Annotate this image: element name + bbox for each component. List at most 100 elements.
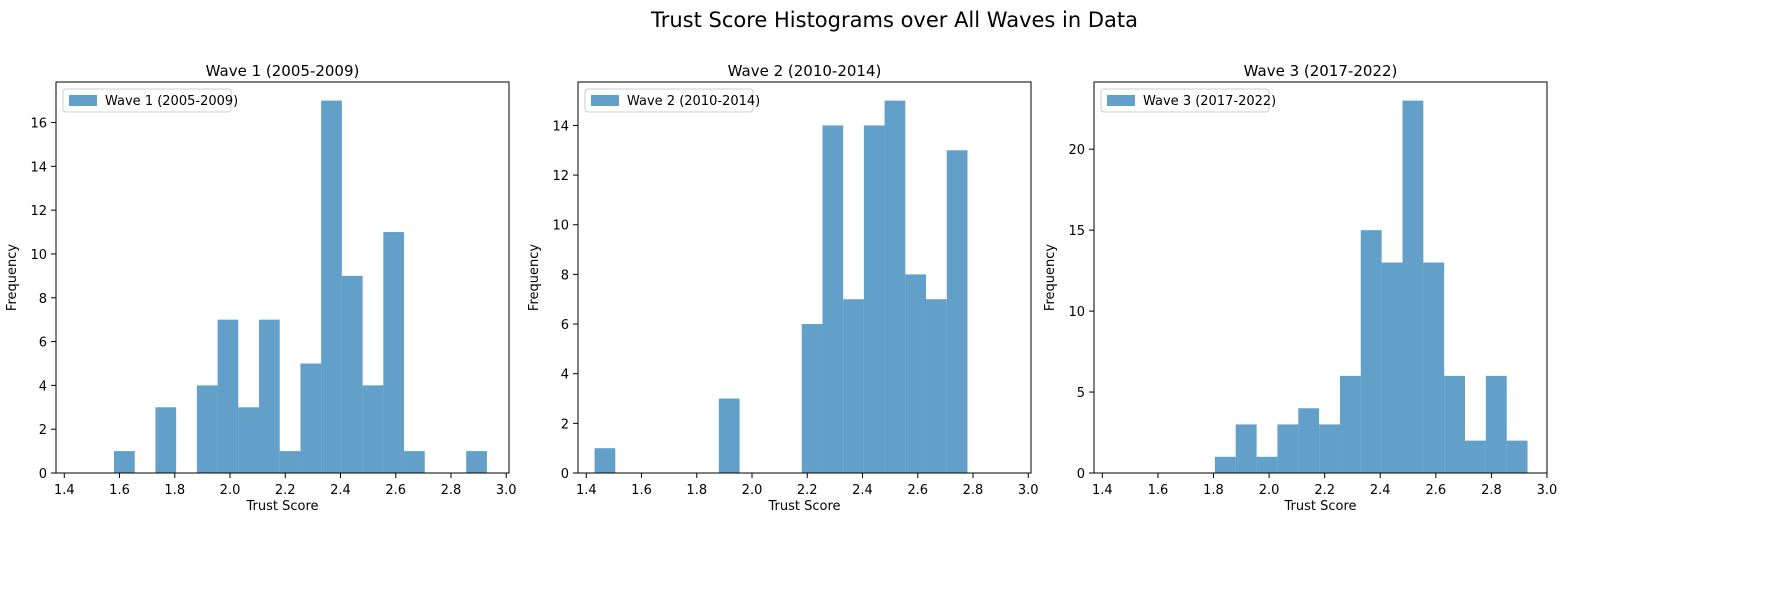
- x-axis-ticks: 1.4 1.6 1.8 2.0 2.2 2.4 2.6 2.8 3.0: [576, 473, 1039, 498]
- x-axis-ticks: 1.4 1.6 1.8 2.0 2.2 2.4 2.6 2.8 3.0: [1092, 473, 1557, 498]
- histogram-bar: [1381, 262, 1403, 473]
- histogram-bar: [905, 274, 927, 473]
- histogram-bars: [594, 100, 968, 473]
- x-tick-label: 3.0: [1537, 483, 1558, 498]
- legend-label: Wave 2 (2010-2014): [627, 94, 760, 109]
- histogram-bar: [946, 150, 968, 473]
- x-tick-label: 2.2: [1314, 483, 1335, 498]
- y-tick-label: 4: [561, 368, 569, 383]
- y-tick-label: 5: [1077, 386, 1085, 401]
- y-tick-label: 0: [1077, 467, 1085, 482]
- histogram-bar: [1319, 424, 1340, 473]
- x-tick-label: 3.0: [496, 483, 517, 498]
- legend: Wave 2 (2010-2014): [584, 88, 760, 113]
- x-tick-label: 1.8: [164, 483, 185, 498]
- histogram-bar: [404, 451, 425, 473]
- x-tick-label: 2.4: [852, 483, 873, 498]
- histogram-bar: [1298, 408, 1320, 473]
- x-tick-label: 1.6: [1148, 483, 1169, 498]
- legend-label: Wave 3 (2017-2022): [1143, 94, 1276, 109]
- histogram-bar: [718, 398, 740, 473]
- y-axis-label: Frequency: [527, 244, 542, 311]
- legend: Wave 1 (2005-2009): [62, 88, 238, 113]
- x-axis-label: Trust Score: [1283, 499, 1356, 514]
- y-axis-label: Frequency: [1043, 244, 1058, 311]
- histogram-bar: [238, 407, 260, 473]
- chart-panel-3: 1.4 1.6 1.8 2.0 2.2 2.4 2.6 2.8 3.0 0 5 10 15 20 Wave …: [1043, 62, 1557, 514]
- y-axis-label: Frequency: [5, 244, 20, 311]
- y-tick-label: 0: [39, 467, 47, 482]
- figure-suptitle: Trust Score Histograms over All Waves in…: [650, 8, 1138, 32]
- histogram-bar: [341, 275, 363, 473]
- histogram-bar: [300, 363, 322, 473]
- y-axis-ticks: 0 5 10 15 20: [1068, 143, 1094, 482]
- y-axis-ticks: 0 2 4 6 8 10 12 14 16: [30, 117, 56, 482]
- y-tick-label: 2: [39, 423, 47, 438]
- histogram-bar: [1360, 230, 1382, 473]
- x-tick-label: 1.4: [576, 483, 597, 498]
- legend: Wave 3 (2017-2022): [1100, 88, 1276, 113]
- y-tick-label: 12: [552, 169, 569, 184]
- histogram-bar: [926, 299, 947, 473]
- histogram-bar: [362, 385, 384, 473]
- histogram-bar: [1256, 456, 1278, 473]
- y-tick-label: 10: [30, 248, 47, 263]
- x-tick-label: 2.4: [330, 483, 351, 498]
- y-tick-label: 20: [1068, 143, 1085, 158]
- x-tick-label: 2.2: [797, 483, 818, 498]
- histogram-bar: [1235, 424, 1257, 473]
- legend-swatch: [1107, 95, 1135, 106]
- x-tick-label: 2.8: [963, 483, 984, 498]
- histogram-bar: [1465, 440, 1486, 473]
- y-tick-label: 4: [39, 379, 47, 394]
- y-tick-label: 16: [30, 117, 47, 132]
- histogram-bar: [321, 100, 342, 473]
- x-tick-label: 1.8: [1203, 483, 1224, 498]
- x-tick-label: 3.0: [1018, 483, 1039, 498]
- histogram-bar: [279, 451, 301, 473]
- x-axis-label: Trust Score: [767, 499, 840, 514]
- histogram-bar: [1277, 424, 1299, 473]
- histogram-bar: [1214, 456, 1236, 473]
- histogram-bar: [1444, 375, 1466, 473]
- axes-frame: [55, 81, 510, 474]
- histogram-bar: [822, 125, 844, 473]
- histogram-bar: [1339, 375, 1361, 473]
- chart-panels: 1.4 1.6 1.8 2.0 2.2 2.4 2.6 2.8 3.0 0 2 4 6 8 10 12 14 16…: [5, 62, 1557, 514]
- histogram-bar: [196, 385, 218, 473]
- y-tick-label: 10: [1068, 305, 1085, 320]
- x-axis-ticks: 1.4 1.6 1.8 2.0 2.2 2.4 2.6 2.8 3.0: [54, 473, 517, 498]
- histogram-bar: [1402, 100, 1424, 473]
- chart-title: Wave 3 (2017-2022): [1244, 62, 1398, 80]
- histogram-bar: [801, 324, 823, 473]
- legend-box: [1100, 88, 1270, 113]
- histogram-bar: [217, 319, 239, 473]
- legend-box: [62, 88, 232, 113]
- chart-panel-2: 1.4 1.6 1.8 2.0 2.2 2.4 2.6 2.8 3.0 0 2 4 6 8 10 12 14 Wa…: [527, 62, 1039, 514]
- legend-box: [584, 88, 754, 113]
- x-tick-label: 2.8: [441, 483, 462, 498]
- chart-title: Wave 1 (2005-2009): [206, 62, 360, 80]
- y-tick-label: 2: [561, 417, 569, 432]
- x-tick-label: 2.8: [1481, 483, 1502, 498]
- histogram-bar: [884, 100, 906, 473]
- chart-title: Wave 2 (2010-2014): [728, 62, 882, 80]
- x-tick-label: 2.0: [1259, 483, 1280, 498]
- x-tick-label: 2.4: [1370, 483, 1391, 498]
- x-tick-label: 1.4: [54, 483, 75, 498]
- histogram-bar: [594, 448, 616, 473]
- histogram-bar: [843, 299, 864, 473]
- histogram-bar: [466, 451, 487, 473]
- x-tick-label: 1.4: [1092, 483, 1113, 498]
- x-tick-label: 2.6: [1425, 483, 1446, 498]
- histogram-bar: [259, 319, 280, 473]
- histogram-bar: [863, 125, 885, 473]
- x-tick-label: 2.2: [275, 483, 296, 498]
- y-tick-label: 15: [1068, 224, 1085, 239]
- histogram-bar: [155, 407, 177, 473]
- histogram-bar: [383, 232, 405, 473]
- x-tick-label: 1.6: [109, 483, 130, 498]
- histogram-bars: [114, 100, 487, 473]
- x-tick-label: 2.0: [742, 483, 763, 498]
